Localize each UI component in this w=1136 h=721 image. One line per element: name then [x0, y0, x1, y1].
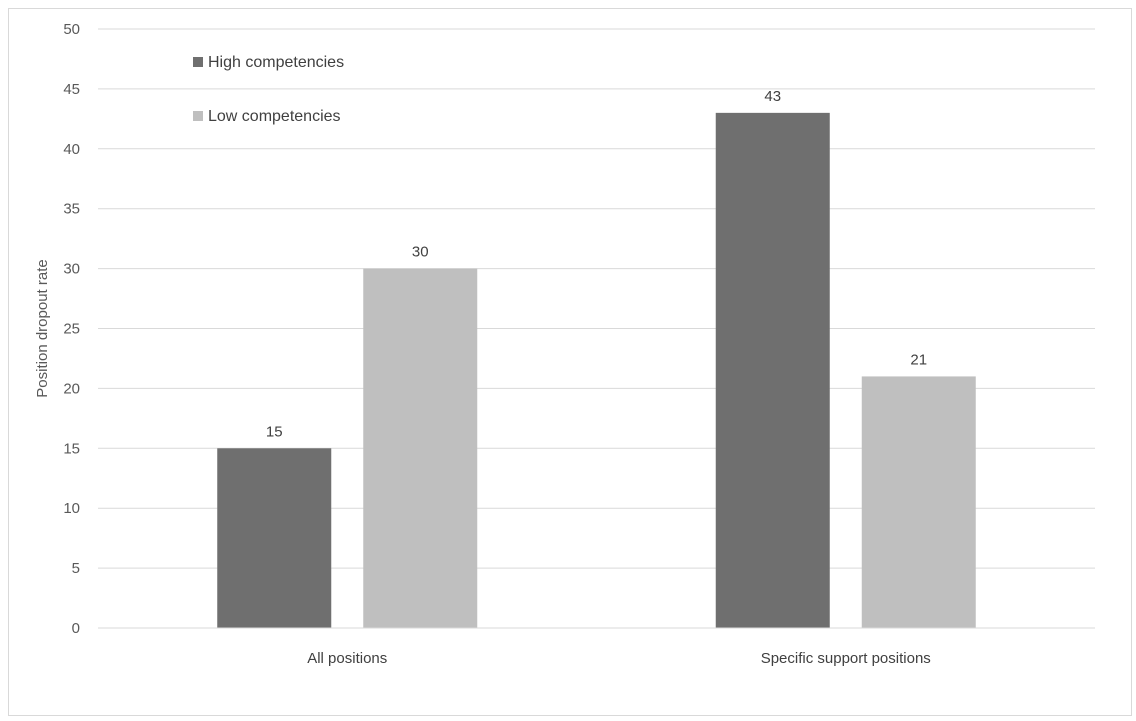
bar: [715, 112, 830, 629]
x-axis-categories: All positions Specific support positions: [307, 650, 931, 667]
legend: High competencies Low competencies: [193, 54, 344, 125]
y-tick-label: 25: [63, 321, 80, 338]
data-label: 21: [910, 351, 927, 368]
x-category-label: Specific support positions: [761, 650, 931, 667]
bar: [217, 448, 332, 628]
y-tick-label: 15: [63, 440, 80, 457]
y-tick-label: 20: [63, 380, 80, 397]
bar: [363, 268, 478, 628]
y-axis-ticks: 0 5 10 15 20 25 30 35 40 45 50: [63, 21, 80, 637]
y-tick-label: 10: [63, 500, 80, 517]
y-tick-label: 45: [63, 81, 80, 98]
data-label: 15: [266, 423, 283, 440]
y-tick-label: 0: [72, 620, 80, 637]
bar: [861, 376, 976, 628]
bars: [217, 112, 976, 629]
x-category-label: All positions: [307, 650, 387, 667]
y-axis-label: Position dropout rate: [34, 259, 51, 397]
data-labels: 15 30 43 21: [266, 88, 927, 440]
legend-label: High competencies: [208, 54, 344, 71]
legend-swatch: [193, 111, 203, 121]
y-tick-label: 50: [63, 21, 80, 38]
legend-swatch: [193, 57, 203, 67]
data-label: 43: [764, 88, 781, 105]
y-tick-label: 5: [72, 560, 80, 577]
y-tick-label: 35: [63, 201, 80, 218]
y-tick-label: 40: [63, 141, 80, 158]
data-label: 30: [412, 244, 429, 261]
y-tick-label: 30: [63, 261, 80, 278]
legend-label: Low competencies: [208, 108, 341, 125]
